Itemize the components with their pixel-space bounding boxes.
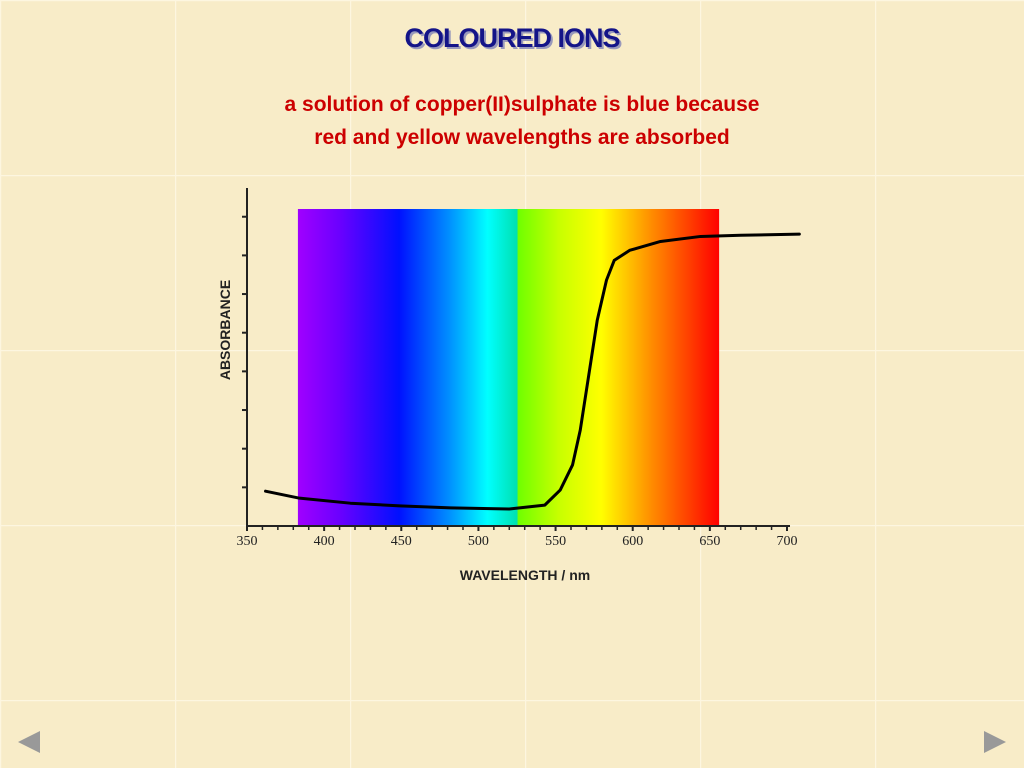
x-tick-label: 550 (545, 534, 566, 549)
title-shadow: COLOURED IONS (406, 25, 621, 55)
x-tick-label: 450 (391, 534, 412, 549)
subtitle: a solution of copper(II)sulphate is blue… (285, 93, 760, 116)
prev-button[interactable] (18, 731, 40, 753)
x-tick-label: 350 (237, 534, 258, 549)
x-tick-label: 400 (314, 534, 335, 549)
x-tick-label: 600 (622, 534, 643, 549)
next-button[interactable] (984, 731, 1006, 753)
x-tick-label: 500 (468, 534, 489, 549)
absorbance-curve (264, 232, 801, 511)
spectrum-band (297, 209, 720, 526)
y-axis-label: ABSORBANCE (217, 280, 233, 380)
x-tick-label: 700 (777, 534, 798, 549)
x-tick-label: 650 (699, 534, 720, 549)
chart-title: COLOURED IONS (404, 23, 619, 53)
subtitle: red and yellow wavelengths are absorbed (314, 126, 729, 149)
x-axis-label: WAVELENGTH / nm (460, 567, 590, 583)
